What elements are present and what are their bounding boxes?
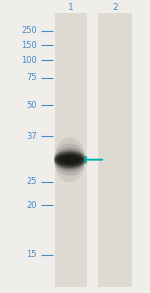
Text: 75: 75 bbox=[26, 73, 37, 82]
Ellipse shape bbox=[54, 148, 86, 172]
Text: 250: 250 bbox=[21, 26, 37, 35]
Text: 20: 20 bbox=[26, 201, 37, 209]
Text: 37: 37 bbox=[26, 132, 37, 141]
Ellipse shape bbox=[54, 150, 85, 169]
Ellipse shape bbox=[54, 137, 86, 182]
Text: 1: 1 bbox=[68, 3, 73, 12]
Bar bbox=[55, 13, 87, 287]
Text: 2: 2 bbox=[112, 3, 118, 12]
Ellipse shape bbox=[55, 152, 85, 168]
Text: 100: 100 bbox=[21, 56, 37, 64]
Ellipse shape bbox=[63, 156, 76, 163]
Text: 15: 15 bbox=[26, 251, 37, 259]
Ellipse shape bbox=[56, 154, 83, 166]
Text: 150: 150 bbox=[21, 41, 37, 50]
Ellipse shape bbox=[60, 155, 80, 164]
Text: 25: 25 bbox=[26, 177, 37, 186]
Ellipse shape bbox=[54, 144, 86, 176]
Text: 50: 50 bbox=[26, 101, 37, 110]
Bar bbox=[98, 13, 132, 287]
